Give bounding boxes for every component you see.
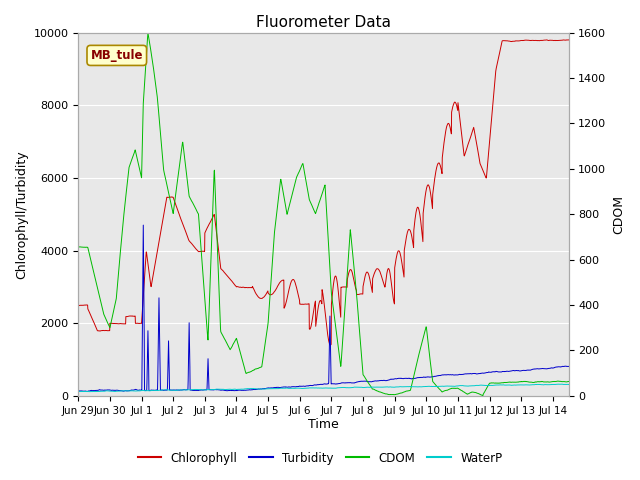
Y-axis label: CDOM: CDOM — [612, 195, 625, 234]
X-axis label: Time: Time — [308, 419, 339, 432]
Title: Fluorometer Data: Fluorometer Data — [256, 15, 391, 30]
Y-axis label: Chlorophyll/Turbidity: Chlorophyll/Turbidity — [15, 150, 28, 278]
Legend: Chlorophyll, Turbidity, CDOM, WaterP: Chlorophyll, Turbidity, CDOM, WaterP — [133, 447, 507, 469]
Text: MB_tule: MB_tule — [90, 49, 143, 62]
